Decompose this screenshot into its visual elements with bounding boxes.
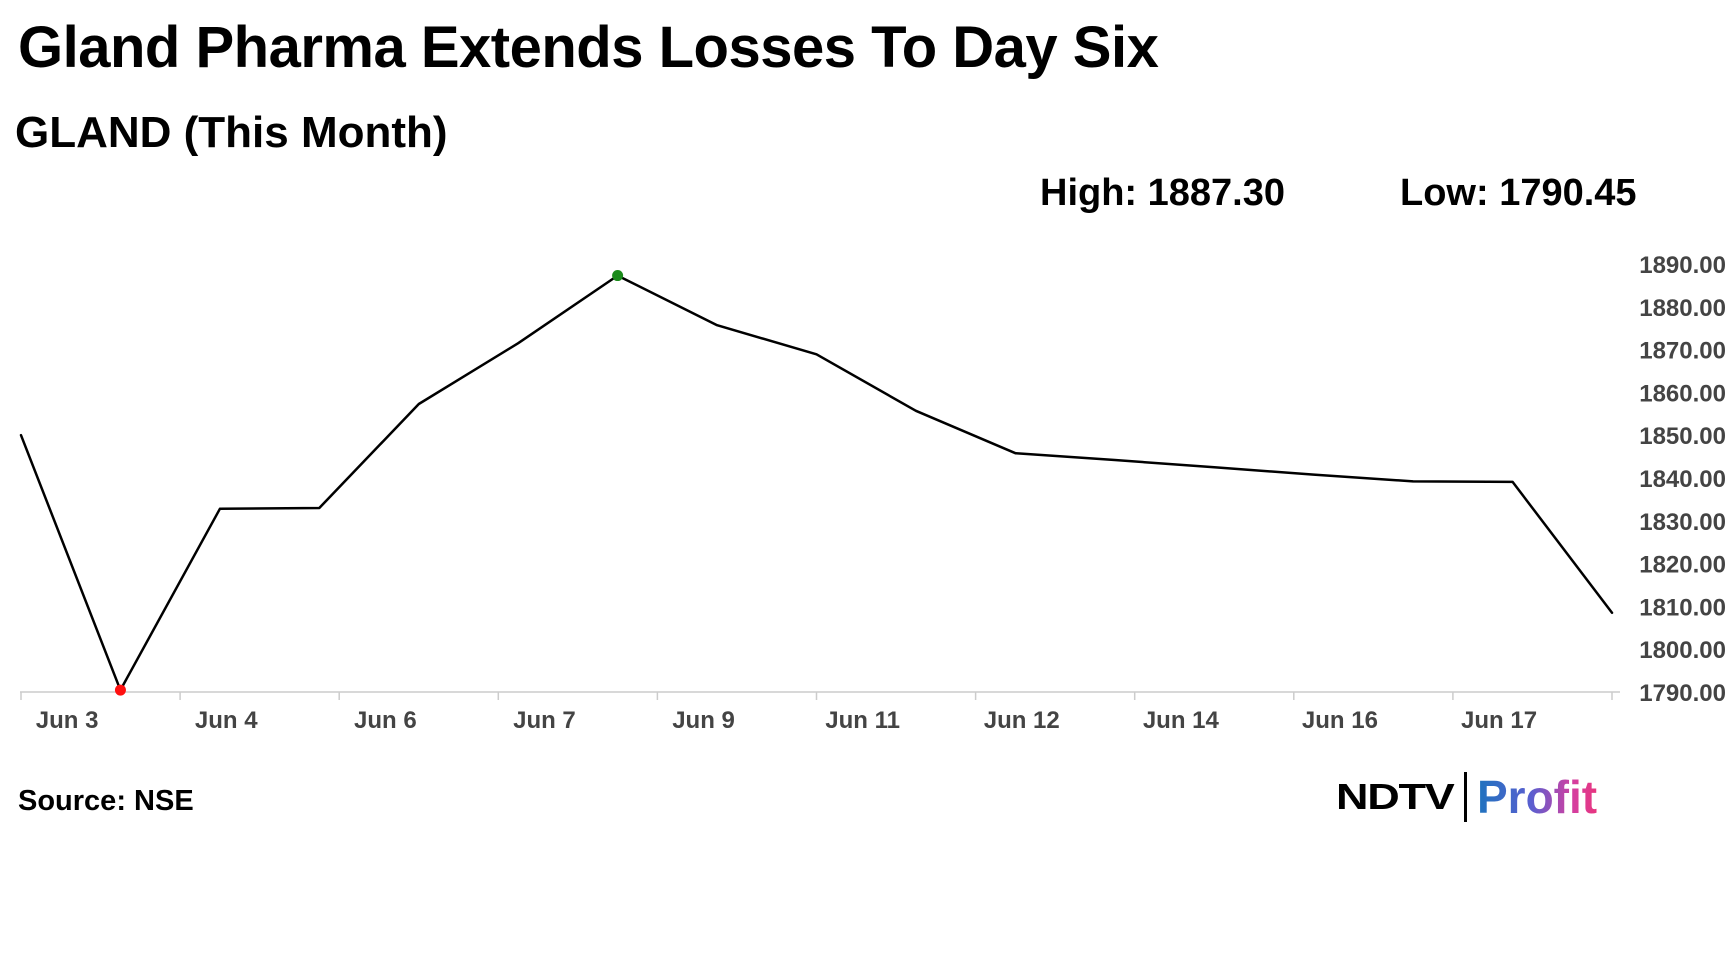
x-tick-label: Jun 12: [984, 707, 1060, 734]
source-label: Source: NSE: [18, 785, 194, 817]
y-tick-label: 1790.00: [1639, 680, 1726, 707]
y-tick-label: 1850.00: [1639, 423, 1726, 450]
x-tick-label: Jun 16: [1302, 707, 1378, 734]
x-tick-label: Jun 4: [195, 707, 258, 734]
low-point-marker: [114, 684, 126, 696]
ndtv-profit-logo: NDTV Profit: [1336, 768, 1597, 826]
high-point-marker: [612, 270, 624, 282]
logo-profit-text: Profit: [1477, 771, 1598, 823]
chart-title: Gland Pharma Extends Losses To Day Six: [18, 15, 1159, 80]
x-tick-label: Jun 3: [36, 707, 99, 734]
x-tick-label: Jun 14: [1143, 707, 1220, 734]
high-value: High: 1887.30: [1040, 172, 1285, 214]
x-tick-label: Jun 9: [672, 707, 735, 734]
x-tick-label: Jun 17: [1461, 707, 1537, 734]
low-value: Low: 1790.45: [1400, 172, 1637, 214]
logo-separator: [1464, 772, 1467, 822]
y-tick-label: 1860.00: [1639, 380, 1726, 407]
y-tick-label: 1880.00: [1639, 295, 1726, 322]
y-tick-label: 1840.00: [1639, 466, 1726, 493]
line-chart: Jun 3 Jun 4 Jun 6 Jun 7 Jun 9 Jun 11 Jun 12 Jun…: [19, 252, 1726, 734]
y-tick-label: 1800.00: [1639, 637, 1726, 664]
series-line-gland: [19, 274, 1614, 692]
logo-ndtv-text: NDTV: [1336, 776, 1455, 817]
x-tick-label: Jun 11: [825, 707, 900, 734]
chart-subtitle: GLAND (This Month): [15, 108, 448, 157]
y-tick-label: 1820.00: [1639, 552, 1726, 579]
y-tick-label: 1810.00: [1639, 594, 1726, 621]
y-tick-label: 1870.00: [1639, 338, 1726, 365]
x-tick-label: Jun 7: [513, 707, 576, 734]
y-tick-label: 1830.00: [1639, 509, 1726, 536]
x-tick-label: Jun 6: [354, 707, 417, 734]
y-tick-label: 1890.00: [1639, 252, 1726, 279]
